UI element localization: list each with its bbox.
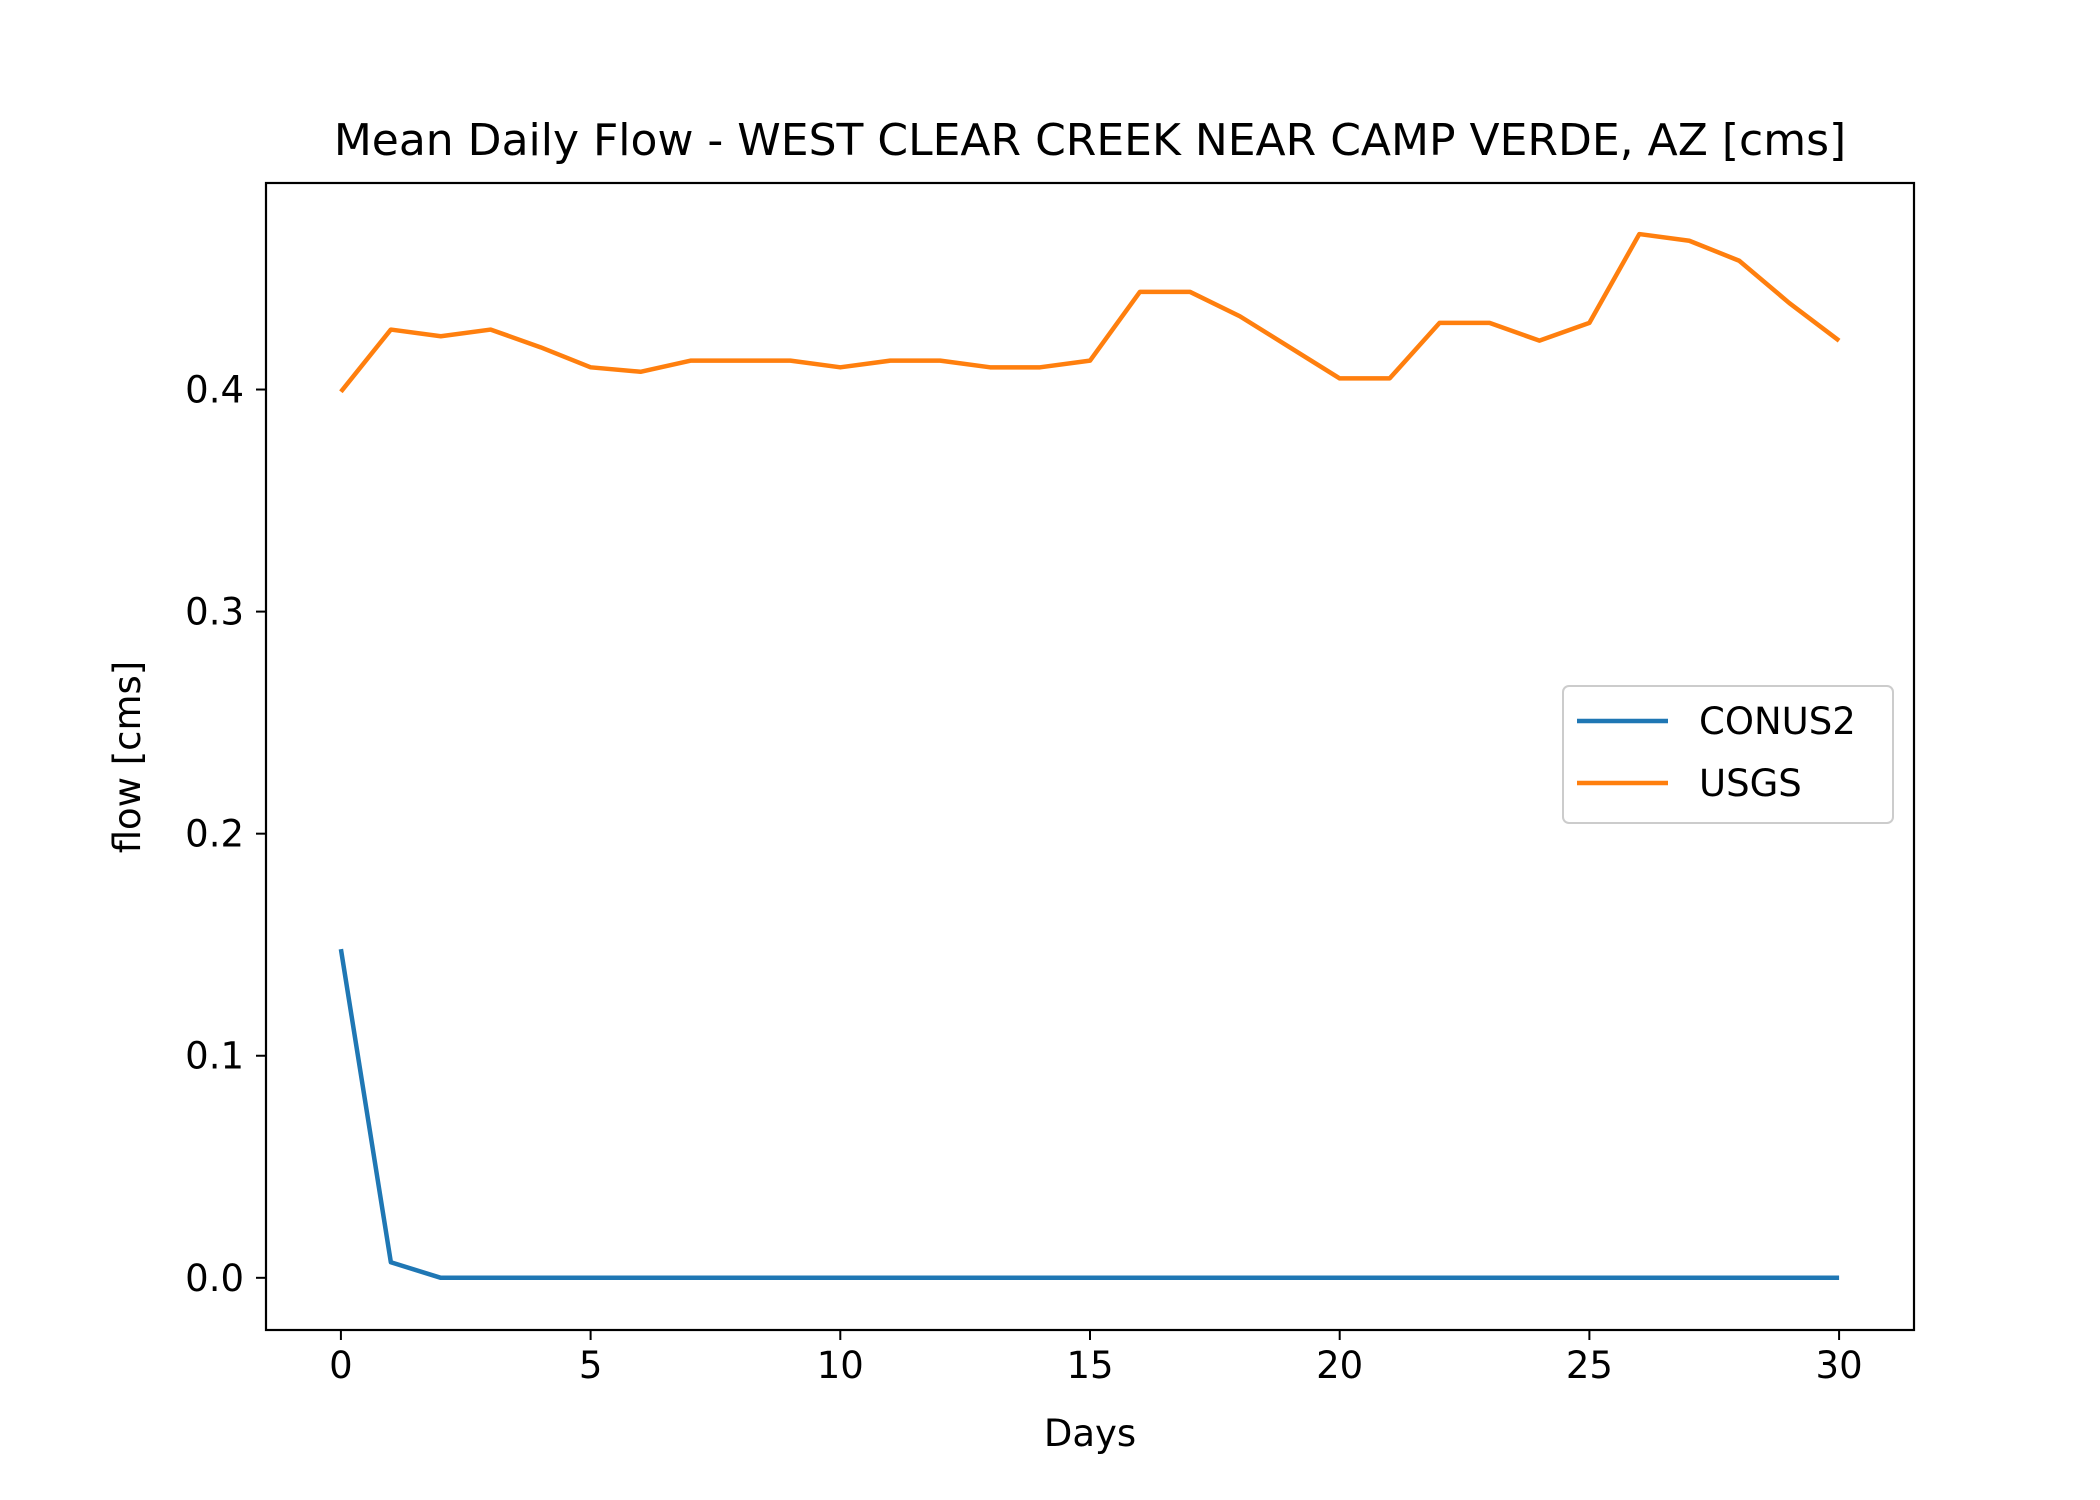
data-point-usgs	[1287, 344, 1293, 350]
data-point-conus2	[1487, 1275, 1493, 1281]
data-point-usgs	[588, 364, 594, 370]
data-point-usgs	[1087, 358, 1093, 364]
data-point-usgs	[1636, 231, 1642, 237]
data-point-conus2	[787, 1275, 793, 1281]
data-point-usgs	[1137, 289, 1143, 295]
data-point-conus2	[438, 1275, 444, 1281]
data-point-usgs	[1237, 313, 1243, 319]
data-point-conus2	[1187, 1275, 1193, 1281]
legend-label-usgs: USGS	[1699, 762, 1802, 805]
x-axis-ticks: 0 5 10 15 20 25 30	[329, 1330, 1863, 1387]
x-tick-label: 30	[1816, 1344, 1863, 1387]
y-axis-ticks: 0.0 0.1 0.2 0.3 0.4	[185, 369, 266, 1300]
data-point-conus2	[1087, 1275, 1093, 1281]
data-point-usgs	[1187, 289, 1193, 295]
chart-title: Mean Daily Flow - WEST CLEAR CREEK NEAR …	[334, 115, 1846, 166]
data-point-conus2	[1636, 1275, 1642, 1281]
data-point-conus2	[1337, 1275, 1343, 1281]
data-point-conus2	[1287, 1275, 1293, 1281]
x-axis-label: Days	[1044, 1412, 1136, 1455]
data-point-usgs	[1037, 364, 1043, 370]
data-point-conus2	[1037, 1275, 1043, 1281]
data-point-usgs	[1786, 300, 1792, 306]
data-point-conus2	[887, 1275, 893, 1281]
data-point-conus2	[1686, 1275, 1692, 1281]
x-tick-label: 0	[329, 1344, 353, 1387]
data-point-usgs	[1387, 375, 1393, 381]
data-point-usgs	[1437, 320, 1443, 326]
data-point-usgs	[737, 358, 743, 364]
data-point-conus2	[837, 1275, 843, 1281]
data-point-usgs	[388, 327, 394, 333]
data-point-usgs	[687, 358, 693, 364]
data-point-usgs	[987, 364, 993, 370]
data-point-conus2	[388, 1259, 394, 1265]
data-point-conus2	[1137, 1275, 1143, 1281]
x-tick-label: 25	[1566, 1344, 1613, 1387]
data-point-usgs	[1487, 320, 1493, 326]
x-tick-label: 15	[1066, 1344, 1113, 1387]
data-point-usgs	[1836, 338, 1842, 344]
data-point-conus2	[1536, 1275, 1542, 1281]
y-tick-label: 0.2	[185, 813, 244, 856]
data-point-usgs	[887, 358, 893, 364]
x-tick-label: 10	[817, 1344, 864, 1387]
y-axis-label: flow [cms]	[106, 661, 149, 854]
y-tick-label: 0.0	[185, 1257, 244, 1300]
data-point-usgs	[1736, 258, 1742, 264]
series-line-conus2	[338, 948, 1840, 1281]
data-point-conus2	[937, 1275, 943, 1281]
data-point-usgs	[1536, 338, 1542, 344]
y-tick-label: 0.3	[185, 591, 244, 634]
data-point-conus2	[1437, 1275, 1443, 1281]
data-point-usgs	[1337, 375, 1343, 381]
data-point-conus2	[687, 1275, 693, 1281]
data-point-usgs	[1586, 320, 1592, 326]
data-point-usgs	[1686, 238, 1692, 244]
data-point-usgs	[338, 389, 344, 395]
data-point-usgs	[488, 327, 494, 333]
data-point-conus2	[737, 1275, 743, 1281]
data-point-conus2	[1237, 1275, 1243, 1281]
series-layer	[338, 231, 1842, 1281]
legend: CONUS2 USGS	[1562, 685, 1894, 824]
data-point-usgs	[787, 358, 793, 364]
x-tick-label: 20	[1316, 1344, 1363, 1387]
data-point-conus2	[538, 1275, 544, 1281]
x-tick-label: 5	[579, 1344, 603, 1387]
y-tick-label: 0.4	[185, 369, 244, 412]
series-line-usgs	[339, 231, 1841, 394]
data-point-conus2	[638, 1275, 644, 1281]
data-point-conus2	[588, 1275, 594, 1281]
data-point-conus2	[987, 1275, 993, 1281]
y-tick-label: 0.1	[185, 1035, 244, 1078]
data-point-usgs	[638, 369, 644, 375]
data-point-usgs	[438, 333, 444, 339]
data-point-conus2	[1836, 1275, 1842, 1281]
data-point-conus2	[1736, 1275, 1742, 1281]
data-point-usgs	[837, 364, 843, 370]
data-point-usgs	[937, 358, 943, 364]
data-point-conus2	[1586, 1275, 1592, 1281]
data-point-usgs	[538, 344, 544, 350]
data-point-conus2	[338, 946, 344, 952]
legend-label-conus2: CONUS2	[1699, 700, 1856, 743]
data-point-conus2	[488, 1275, 494, 1281]
data-point-conus2	[1786, 1275, 1792, 1281]
data-point-conus2	[1387, 1275, 1393, 1281]
